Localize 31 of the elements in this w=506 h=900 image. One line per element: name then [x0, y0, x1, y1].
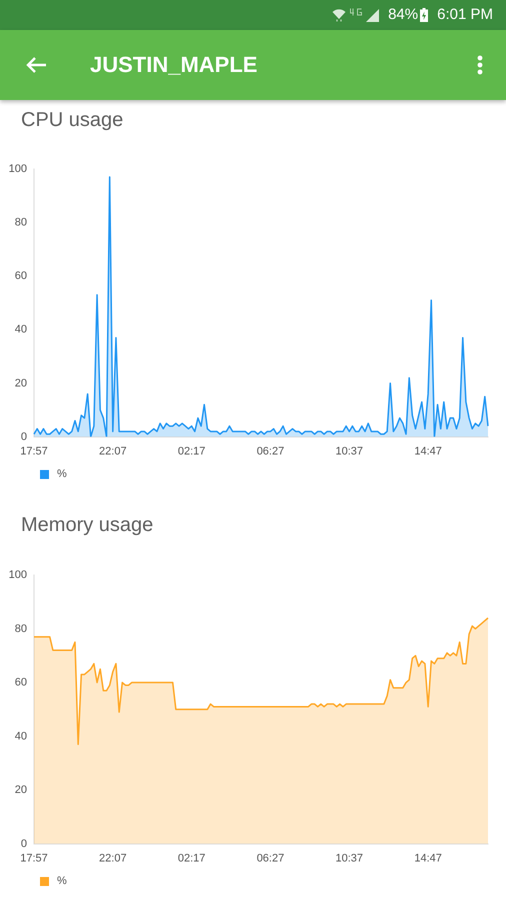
y-tick-label: 40 [14, 324, 27, 336]
y-tick-label: 0 [20, 838, 27, 850]
text: JUSTIN_MAPLE [90, 51, 258, 79]
y-tick-label: 100 [8, 163, 27, 176]
text: 6:01 PM [437, 6, 493, 24]
y-tick-label: 0 [20, 430, 27, 443]
y-tick-label: 20 [14, 784, 27, 796]
x-tick-label: 10:37 [336, 445, 364, 458]
x-tick-label: 10:37 [336, 852, 364, 864]
y-tick-label: 40 [14, 730, 27, 742]
x-tick-label: 17:57 [20, 445, 48, 458]
x-tick-label: 06:27 [256, 445, 284, 458]
x-tick-label: 17:57 [20, 852, 48, 864]
x-tick-label: 22:07 [99, 852, 127, 864]
chart-title: CPU usage [21, 108, 124, 132]
x-tick-label: 22:07 [99, 445, 127, 458]
text: 84% [388, 6, 418, 24]
y-tick-label: 100 [8, 569, 27, 582]
y-tick-label: 60 [14, 676, 27, 689]
x-tick-label: 02:17 [178, 445, 206, 458]
y-tick-label: 80 [14, 216, 27, 229]
chart-title: Memory usage [21, 513, 154, 537]
legend-label: % [57, 468, 67, 481]
y-tick-label: 60 [14, 270, 27, 282]
x-tick-label: 06:27 [256, 852, 284, 864]
x-tick-label: 14:47 [414, 852, 442, 864]
legend-label: % [57, 874, 67, 888]
y-tick-label: 80 [14, 622, 27, 635]
x-tick-label: 02:17 [178, 852, 206, 864]
x-tick-label: 14:47 [414, 445, 442, 458]
y-tick-label: 20 [14, 377, 27, 390]
